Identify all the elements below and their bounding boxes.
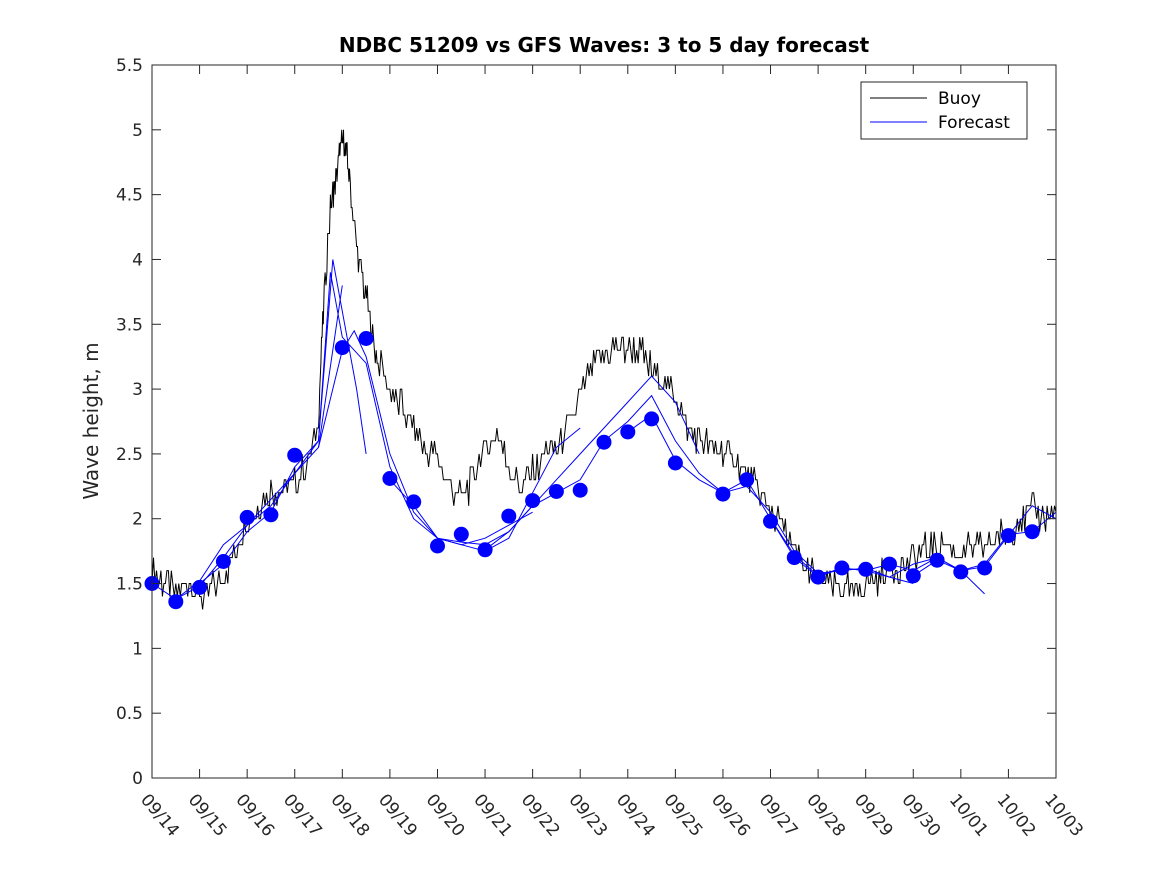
forecast-markers-group — [144, 331, 1040, 610]
forecast-marker — [572, 482, 588, 498]
forecast-marker — [667, 455, 683, 471]
y-tick-label: 0.5 — [116, 704, 143, 724]
forecast-line-1 — [175, 259, 367, 600]
y-tick-label: 3 — [132, 380, 143, 400]
forecast-marker — [1000, 528, 1016, 544]
y-tick-label: 2.5 — [116, 445, 143, 465]
forecast-marker — [786, 550, 802, 566]
forecast-marker — [1024, 524, 1040, 540]
forecast-marker — [239, 509, 255, 525]
forecast-marker — [977, 560, 993, 576]
forecast-marker — [929, 552, 945, 568]
y-tick-label: 4.5 — [116, 186, 143, 206]
y-tick-label: 4 — [132, 250, 143, 270]
forecast-marker — [882, 556, 897, 572]
forecast-marker — [215, 554, 231, 569]
forecast-marker — [334, 340, 350, 356]
y-axis: 0 0.5 1 1.5 2 2.5 3 3.5 4 4.5 5 5.5 — [116, 56, 1056, 789]
legend: Buoy Forecast — [860, 81, 1028, 140]
forecast-marker — [501, 508, 517, 524]
legend-buoy-label: Buoy — [938, 89, 981, 109]
forecast-line-2 — [199, 272, 533, 584]
forecast-marker — [810, 569, 826, 585]
plot-frame — [151, 64, 1057, 779]
forecast-marker — [525, 493, 541, 509]
forecast-marker — [715, 486, 731, 502]
forecast-marker — [382, 471, 398, 486]
forecast-marker — [287, 447, 303, 463]
y-tick-label: 2 — [132, 510, 143, 530]
chart-title: NDBC 51209 vs GFS Waves: 3 to 5 day fore… — [339, 33, 870, 57]
forecast-marker — [406, 494, 422, 510]
forecast-marker — [739, 472, 755, 488]
forecast-marker — [858, 561, 874, 577]
forecast-marker — [358, 331, 374, 346]
forecast-line-4 — [389, 375, 700, 546]
plot-area — [152, 65, 1056, 778]
forecast-marker — [905, 568, 921, 584]
forecast-marker — [192, 579, 208, 595]
forecast-marker — [596, 434, 612, 450]
forecast-marker — [644, 411, 660, 427]
buoy-line — [151, 129, 1057, 610]
y-tick-label: 3.5 — [116, 315, 143, 335]
forecast-marker — [477, 542, 493, 558]
forecast-marker — [168, 594, 184, 610]
legend-forecast-label: Forecast — [938, 113, 1010, 133]
y-tick-label: 1.5 — [116, 575, 143, 595]
forecast-marker — [263, 507, 279, 523]
forecast-marker — [763, 513, 778, 529]
forecast-marker — [953, 564, 969, 580]
y-tick-label: 0 — [132, 769, 143, 789]
forecast-marker — [453, 526, 469, 542]
forecast-marker — [834, 560, 850, 576]
legend-box — [860, 81, 1028, 140]
forecast-marker — [430, 538, 445, 554]
forecast-line-6 — [627, 414, 985, 595]
y-axis-label: Wave height, m — [79, 342, 103, 499]
buoy-series-group — [151, 129, 1057, 610]
y-tick-label: 5.5 — [116, 56, 143, 76]
forecast-marker — [548, 484, 564, 499]
forecast-marker — [620, 424, 636, 440]
y-tick-label: 5 — [132, 121, 143, 141]
y-tick-label: 1 — [132, 639, 143, 659]
